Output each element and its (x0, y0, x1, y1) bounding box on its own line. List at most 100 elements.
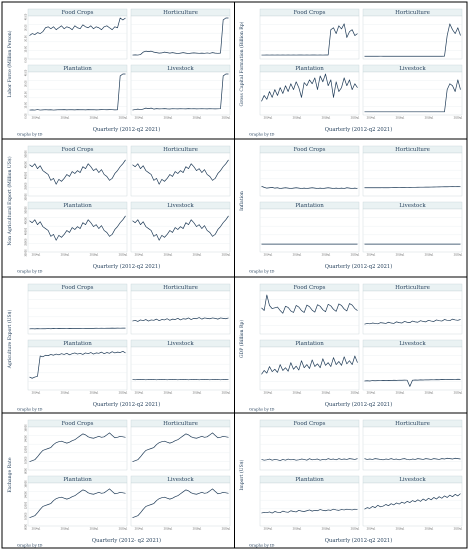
subplot-food-crops: Food Crops (259, 283, 360, 335)
xtick-label: 2018q1 (425, 391, 434, 394)
plot-area (130, 290, 231, 335)
xtick-label: 2018q1 (193, 391, 202, 394)
series-line-horticulture (132, 317, 229, 322)
subplot-food-crops: Food Crops 30000 35000 40000 45000 50000 (25, 145, 128, 201)
subplot-plantation: Plantation 0.00 10.00 20.00 30.00 40.00 2014q1… (25, 64, 128, 119)
xtick-label: 2018q1 (90, 527, 99, 530)
xtick-label: 2020q1 (222, 116, 231, 119)
plot-area (259, 152, 360, 197)
plot-area (362, 482, 463, 527)
plot-area (27, 426, 128, 471)
subplot-title: Livestock (399, 203, 426, 209)
series-line-food-crops (261, 294, 358, 314)
xtick-label: 2014q1 (264, 527, 273, 530)
subplot-title: Livestock (399, 341, 426, 347)
plot-area (27, 71, 128, 116)
xtick-label: 2018q1 (322, 253, 331, 256)
subplot-title: Horticulture (395, 285, 430, 291)
plot-area (362, 426, 463, 471)
subplot-title: Food Crops (62, 285, 94, 291)
series-line-food-crops (261, 458, 358, 461)
plot-area (130, 208, 231, 253)
ytick-label: 30000 (25, 249, 28, 257)
subplot-title: Livestock (399, 66, 426, 72)
plot-area (362, 346, 463, 391)
plot-area (362, 152, 463, 197)
panel-xlabel: Quarterly (2012-q2 2021) (325, 401, 393, 408)
subplot-food-crops: Food Crops 8000 10000 12000 14000 16000 (25, 419, 128, 474)
xtick-label: 2020q1 (222, 391, 231, 394)
plot-area (362, 71, 463, 116)
ytick-label: 20.00 (25, 91, 28, 98)
subplot-food-crops: Food Crops (27, 283, 128, 335)
xtick-label: 2016q1 (61, 391, 70, 394)
subplot-horticulture: Horticulture (130, 145, 231, 197)
plot-area (259, 482, 360, 527)
ytick-label: 0.00 (25, 57, 28, 63)
series-line-plantation (261, 508, 358, 514)
series-line-food-crops (261, 23, 358, 56)
xtick-label: 2020q1 (351, 116, 360, 119)
subplot-livestock: Livestock 2014q1 2016q1 2018q1 2020q1 (130, 201, 231, 256)
xtick-label: 2018q1 (322, 527, 331, 530)
xtick-label: 2018q1 (193, 116, 202, 119)
series-line-livestock (132, 215, 229, 241)
xtick-label: 2014q1 (264, 253, 273, 256)
panel-ylabel: Exchange Rate (7, 457, 13, 492)
subplot-title: Horticulture (395, 10, 430, 16)
ytick-label: 50000 (25, 150, 28, 158)
xtick-label: 2020q1 (119, 116, 128, 119)
subplot-title: Plantation (63, 341, 92, 347)
subplot-title: Horticulture (395, 421, 430, 427)
subplot-title: Plantation (63, 203, 92, 209)
xtick-label: 2014q1 (367, 527, 376, 530)
series-line-horticulture (132, 17, 229, 56)
plot-area (130, 71, 231, 116)
subplot-title: Plantation (63, 477, 92, 483)
panel-import: Import (US$) Quarterly (2012-q2 2021) Grap… (238, 419, 463, 548)
xtick-label: 2020q1 (454, 527, 463, 530)
series-line-plantation (261, 355, 358, 375)
panel-ylabel: Import (US$) (238, 459, 245, 490)
subplot-title: Livestock (399, 477, 426, 483)
subplot-horticulture: Horticulture (130, 283, 231, 335)
xtick-label: 2018q1 (90, 253, 99, 256)
panel-xlabel: Quarterly (2012- q2 2021) (92, 537, 161, 544)
series-line-horticulture (364, 457, 461, 461)
panel-xlabel: Quarterly (2012-q2 2021) (325, 263, 393, 270)
plot-area (130, 15, 231, 60)
xtick-label: 2020q1 (454, 391, 463, 394)
panel-note: Graphs by ID (17, 543, 42, 548)
xtick-label: 2020q1 (119, 527, 128, 530)
ytick-label: 16000 (25, 480, 28, 488)
panel-inflation: Inflation Quarterly (2012-q2 2021) Graphs … (239, 145, 463, 274)
panel-ylabel: Inflation (239, 191, 245, 211)
plot-area (259, 208, 360, 253)
panel-ylabel: Labor Force (Million Person) (6, 30, 13, 97)
panel-ylabel: GDP (Billion Rp) (238, 320, 245, 359)
subplot-horticulture: Horticulture (362, 8, 463, 60)
subplot-livestock: Livestock 2014q1 2016q1 2018q1 2020q1 (130, 64, 231, 119)
ytick-label: 0.00 (25, 113, 28, 119)
xtick-label: 2014q1 (32, 116, 41, 119)
xtick-label: 2014q1 (32, 253, 41, 256)
series-line-livestock (132, 488, 229, 518)
plot-area (27, 15, 128, 60)
subplot-title: Livestock (167, 203, 194, 209)
subplot-title: Food Crops (294, 147, 326, 153)
panel-note: Graphs by ID (17, 132, 42, 137)
series-line-food-crops (29, 432, 126, 462)
xtick-label: 2020q1 (119, 253, 128, 256)
ytick-label: 35000 (25, 182, 28, 190)
xtick-label: 2016q1 (61, 116, 70, 119)
subplot-plantation: Plantation 2014q1 2016q1 2018q1 2020q1 (259, 64, 360, 119)
panel-ylabel: Non Agricultural Export (Million US$) (6, 156, 13, 245)
ytick-label: 35000 (25, 238, 28, 246)
xtick-label: 2018q1 (90, 391, 99, 394)
plot-area (362, 208, 463, 253)
series-line-plantation (261, 73, 358, 102)
plot-area (130, 426, 231, 471)
subplot-plantation: Plantation 30000 35000 40000 45000 50000 2014q… (25, 201, 128, 257)
panel-note: Graphs by ID (17, 407, 42, 412)
ytick-label: 10000 (25, 512, 28, 520)
